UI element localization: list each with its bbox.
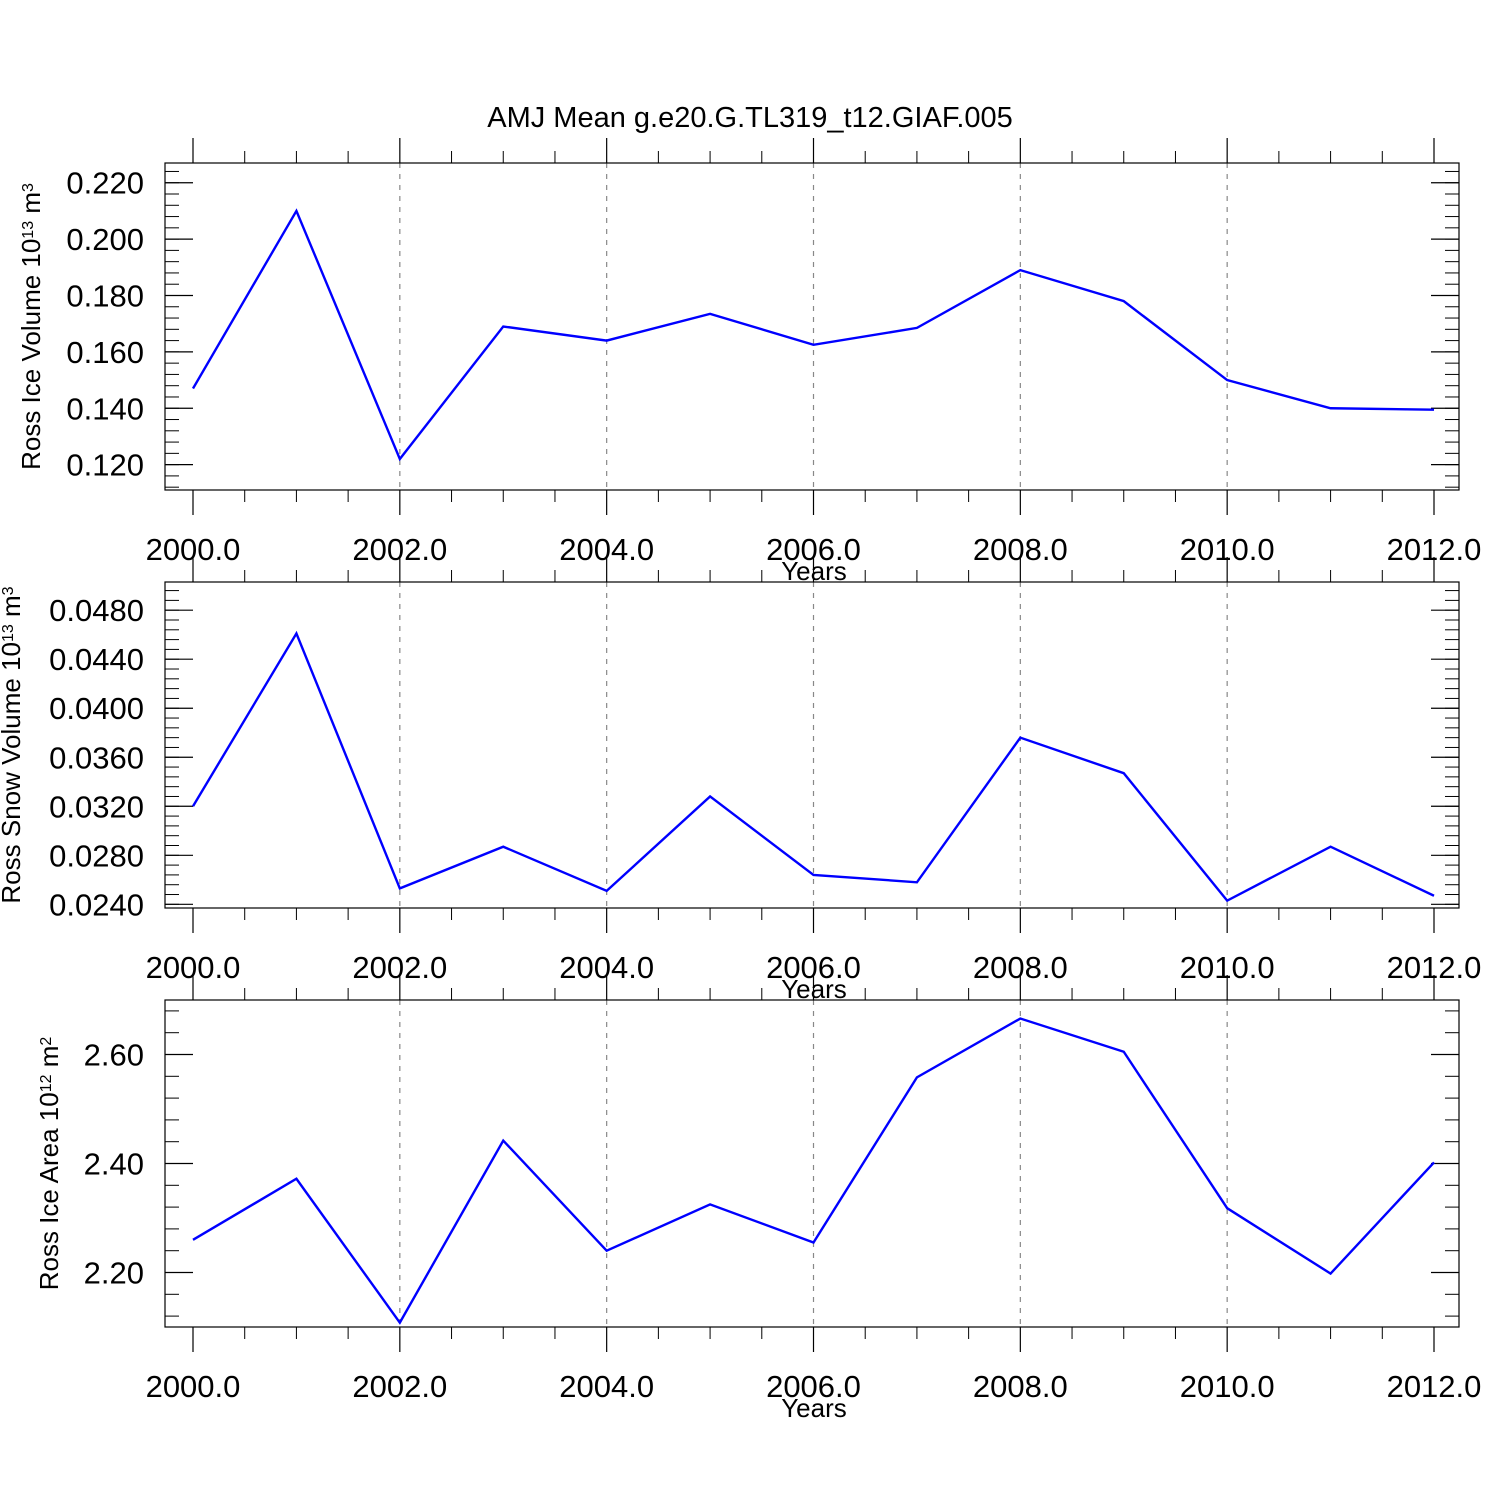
y-tick-label: 0.0240 — [49, 887, 144, 922]
y-tick-label: 0.120 — [66, 448, 144, 483]
series-line — [191, 208, 1435, 462]
y-axis-label: Ross Ice Volume 1013 m3 — [16, 183, 46, 470]
y-axis-label-text: Ross Ice Area 10 — [34, 1092, 64, 1290]
x-tick-label: 2006.0 — [766, 1369, 861, 1404]
y-tick-label: 0.0320 — [49, 789, 144, 824]
y-tick-label: 2.20 — [84, 1256, 144, 1291]
x-tick-label: 2000.0 — [146, 1369, 241, 1404]
y-axis-label-superscript: 13 — [20, 221, 37, 239]
y-tick-label: 0.160 — [66, 335, 144, 370]
y-axis-label-text: m — [0, 595, 26, 624]
y-tick-label: 0.0360 — [49, 740, 144, 775]
y-axis-label-superscript: 3 — [20, 183, 37, 192]
y-tick-label: 2.40 — [84, 1147, 144, 1182]
x-tick-label: 2008.0 — [973, 1369, 1068, 1404]
y-tick-label: 0.220 — [66, 166, 144, 201]
x-axis-label: Years — [781, 1393, 847, 1423]
y-tick-label: 0.0400 — [49, 691, 144, 726]
plot-frame — [164, 162, 1460, 491]
y-axis-label-text: m — [16, 192, 46, 221]
x-tick-label: 2002.0 — [352, 1369, 447, 1404]
figure-title: AMJ Mean g.e20.G.TL319_t12.GIAF.005 — [487, 102, 1013, 134]
y-axis-label-superscript: 13 — [0, 624, 17, 642]
panels: 2000.0 2002.0 2004.0 2006.0 2008.0 2010.0 2012… — [0, 138, 1481, 1423]
x-tick-label: 2012.0 — [1387, 1369, 1482, 1404]
y-tick-label: 0.0280 — [49, 838, 144, 873]
y-axis-label-text: m — [34, 1046, 64, 1075]
y-axis-label-superscript: 3 — [0, 586, 17, 595]
plot-frame — [164, 999, 1460, 1328]
y-tick-label: 0.0440 — [49, 642, 144, 677]
y-axis-label: Ross Ice Area 1012 m2 — [34, 1037, 64, 1291]
y-axis-label-text: Ross Ice Volume 10 — [16, 239, 46, 470]
y-tick-label: 0.140 — [66, 391, 144, 426]
y-axis-label-superscript: 12 — [38, 1074, 55, 1092]
y-tick-label: 0.200 — [66, 222, 144, 257]
panel-3: 2000.0 2002.0 2004.0 2006.0 2008.0 2010.0 2012… — [34, 975, 1481, 1423]
y-tick-label: 2.60 — [84, 1038, 144, 1073]
x-tick-label: 2010.0 — [1180, 1369, 1275, 1404]
panel-2: 2000.0 2002.0 2004.0 2006.0 2008.0 2010.0 2012… — [0, 557, 1481, 1004]
y-axis-label-superscript: 2 — [38, 1037, 55, 1046]
y-tick-label: 0.180 — [66, 278, 144, 313]
y-axis-label-text: Ross Snow Volume 10 — [0, 642, 26, 904]
plot-frame — [164, 581, 1460, 909]
x-tick-label: 2004.0 — [559, 1369, 654, 1404]
panel-1: 2000.0 2002.0 2004.0 2006.0 2008.0 2010.0 2012… — [16, 138, 1481, 586]
y-axis-label: Ross Snow Volume 1013 m3 — [0, 586, 26, 903]
y-tick-label: 0.0480 — [49, 593, 144, 628]
